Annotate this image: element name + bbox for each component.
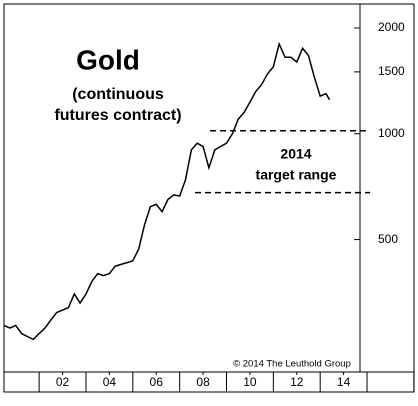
- price-line: [3, 41, 331, 341]
- y-tick-label: 1000: [378, 126, 405, 140]
- x-tick-label: 14: [337, 375, 351, 389]
- x-tick-label: 10: [243, 375, 257, 389]
- chart-title: Gold: [76, 44, 140, 75]
- x-tick-label: 04: [103, 375, 117, 389]
- x-tick-label: 02: [56, 375, 70, 389]
- source: © 2014 The Leuthold Group: [233, 359, 351, 370]
- x-tick-label: 06: [150, 375, 164, 389]
- annotation: 2014: [280, 146, 311, 162]
- subtitle: futures contract): [54, 107, 181, 124]
- y-tick-label: 1500: [378, 64, 405, 78]
- x-tick-label: 08: [196, 375, 210, 389]
- y-tick-label: 2000: [378, 20, 405, 34]
- y-tick-label: 500: [378, 232, 398, 246]
- x-tick-label: 12: [290, 375, 304, 389]
- annotation: target range: [256, 167, 337, 183]
- subtitle: (continuous: [72, 86, 164, 103]
